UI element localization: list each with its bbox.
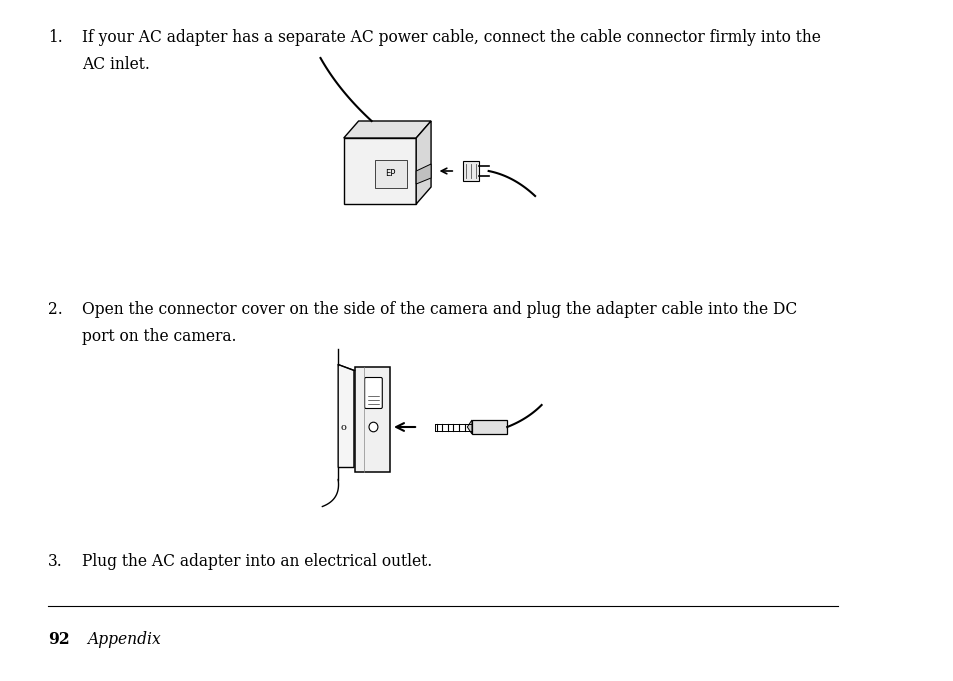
Polygon shape xyxy=(343,138,416,204)
Polygon shape xyxy=(337,364,354,467)
Polygon shape xyxy=(416,121,431,204)
Text: Plug the AC adapter into an electrical outlet.: Plug the AC adapter into an electrical o… xyxy=(82,553,432,570)
Circle shape xyxy=(369,422,377,432)
Polygon shape xyxy=(355,366,390,471)
Polygon shape xyxy=(462,161,478,181)
Text: AC inlet.: AC inlet. xyxy=(82,56,150,73)
Text: port on the camera.: port on the camera. xyxy=(82,328,236,345)
Text: o: o xyxy=(340,422,346,432)
Text: 1.: 1. xyxy=(49,29,63,46)
Text: 92: 92 xyxy=(49,631,70,648)
Text: Open the connector cover on the side of the camera and plug the adapter cable in: Open the connector cover on the side of … xyxy=(82,301,796,318)
Text: 3.: 3. xyxy=(49,553,63,570)
Polygon shape xyxy=(472,420,507,434)
Text: Appendix: Appendix xyxy=(88,631,161,648)
Text: If your AC adapter has a separate AC power cable, connect the cable connector fi: If your AC adapter has a separate AC pow… xyxy=(82,29,820,46)
FancyBboxPatch shape xyxy=(364,377,382,409)
Polygon shape xyxy=(416,164,431,184)
Polygon shape xyxy=(467,420,472,434)
Text: EP: EP xyxy=(385,168,395,178)
Text: 2.: 2. xyxy=(49,301,63,318)
Polygon shape xyxy=(375,160,407,188)
Polygon shape xyxy=(343,121,431,138)
